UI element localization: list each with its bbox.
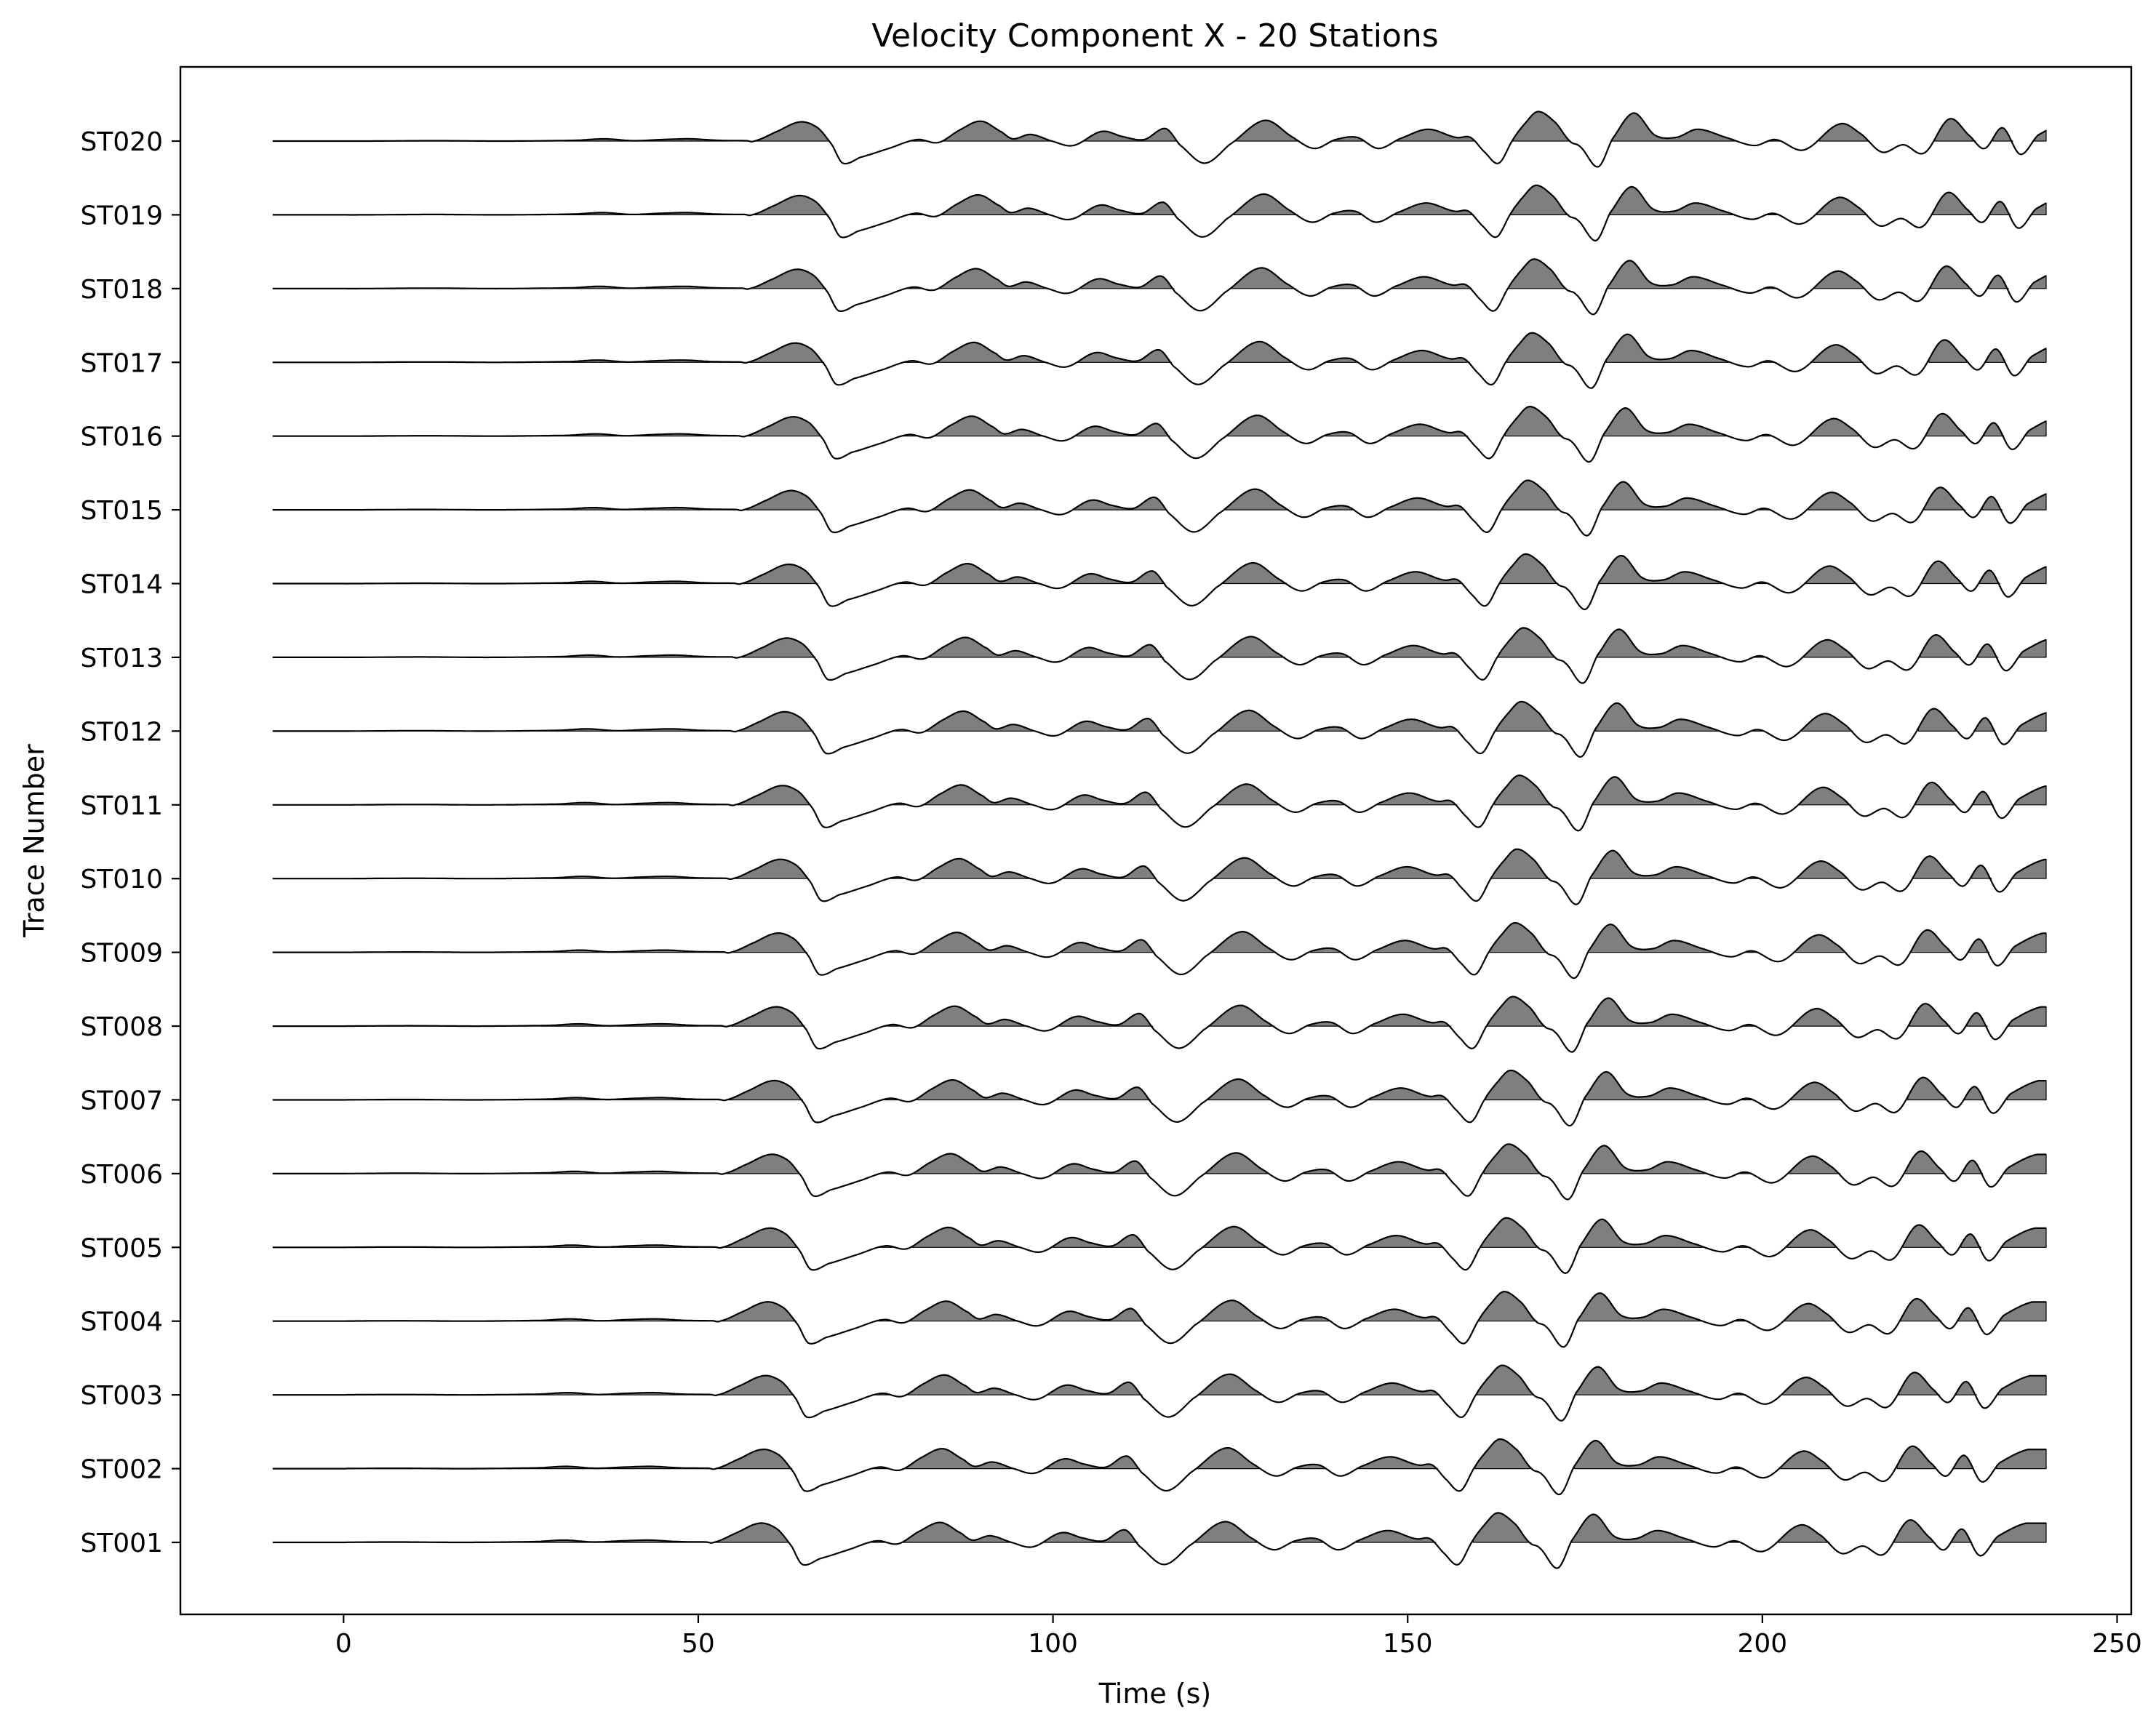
- x-axis-label: Time (s): [1098, 1678, 1212, 1710]
- traces-group: [272, 111, 2047, 1569]
- x-tick-label: 200: [1737, 1629, 1787, 1659]
- trace-label: ST013: [80, 644, 163, 673]
- trace-label: ST016: [80, 423, 163, 452]
- trace-label: ST007: [80, 1086, 163, 1116]
- trace-positive-fill: [346, 1291, 2047, 1322]
- trace-positive-fill: [346, 996, 2047, 1027]
- trace-positive-fill: [346, 1217, 2047, 1248]
- trace-line: [272, 700, 2047, 758]
- y-axis: ST001 ST002 ST003 ST004 ST005 ST006 ST007 ST008…: [80, 127, 180, 1558]
- trace-positive-fill: [364, 185, 2047, 215]
- trace-positive-fill: [347, 774, 2047, 806]
- trace-line: [272, 258, 2047, 316]
- trace-positive-fill: [351, 701, 2047, 732]
- trace-label: ST008: [80, 1012, 163, 1042]
- trace-line: [272, 921, 2046, 980]
- x-tick-label: 100: [1028, 1629, 1078, 1659]
- trace-line: [272, 1217, 2046, 1275]
- trace-positive-fill: [363, 258, 2047, 289]
- trace-label: ST014: [80, 570, 163, 600]
- trace-label: ST015: [80, 496, 163, 526]
- trace-label: ST003: [80, 1381, 163, 1411]
- trace-line: [272, 479, 2047, 537]
- trace-label: ST005: [80, 1233, 163, 1263]
- x-tick-label: 50: [682, 1629, 715, 1659]
- x-tick-label: 150: [1383, 1629, 1433, 1659]
- x-tick-label: 0: [335, 1629, 352, 1659]
- trace-line: [272, 1291, 2046, 1348]
- trace-line: [272, 1364, 2046, 1422]
- trace-label: ST011: [80, 791, 163, 821]
- trace-positive-fill: [346, 1364, 2047, 1395]
- plot-frame: [179, 65, 2133, 1616]
- trace-line: [272, 848, 2047, 905]
- trace-line: [272, 1438, 2046, 1496]
- trace-label: ST019: [80, 201, 163, 231]
- trace-positive-fill: [357, 406, 2047, 437]
- trace-positive-fill: [354, 553, 2047, 585]
- trace-line: [272, 1143, 2046, 1201]
- trace-label: ST002: [80, 1455, 163, 1485]
- trace-line: [272, 111, 2047, 168]
- trace-positive-fill: [346, 1512, 2047, 1543]
- trace-label: ST017: [80, 348, 163, 378]
- trace-line: [272, 553, 2047, 611]
- trace-label: ST006: [80, 1160, 163, 1190]
- trace-label: ST012: [80, 717, 163, 747]
- trace-positive-fill: [347, 849, 2047, 879]
- chart-title: Velocity Component X - 20 Stations: [871, 17, 1438, 55]
- x-axis: 0 50 100 150 200 250: [335, 1614, 2142, 1659]
- trace-label: ST018: [80, 275, 163, 305]
- trace-positive-fill: [361, 332, 2047, 363]
- x-tick-label: 250: [2092, 1629, 2142, 1659]
- trace-positive-fill: [367, 111, 2047, 142]
- trace-line: [272, 405, 2047, 463]
- trace-label: ST010: [80, 865, 163, 894]
- trace-label: ST020: [80, 127, 163, 157]
- trace-positive-fill: [356, 479, 2047, 510]
- trace-positive-fill: [352, 627, 2047, 658]
- trace-line: [272, 1512, 2046, 1569]
- trace-label: ST004: [80, 1307, 163, 1337]
- trace-line: [272, 627, 2047, 684]
- trace-positive-fill: [347, 922, 2047, 953]
- trace-positive-fill: [346, 1070, 2047, 1101]
- trace-positive-fill: [346, 1438, 2047, 1470]
- trace-line: [272, 774, 2047, 832]
- trace-line: [272, 996, 2046, 1053]
- trace-line: [272, 332, 2047, 389]
- trace-line: [272, 1069, 2046, 1127]
- trace-line: [272, 184, 2047, 242]
- trace-label: ST009: [80, 939, 163, 969]
- y-axis-label: Trace Number: [18, 744, 50, 938]
- trace-label: ST001: [80, 1529, 163, 1558]
